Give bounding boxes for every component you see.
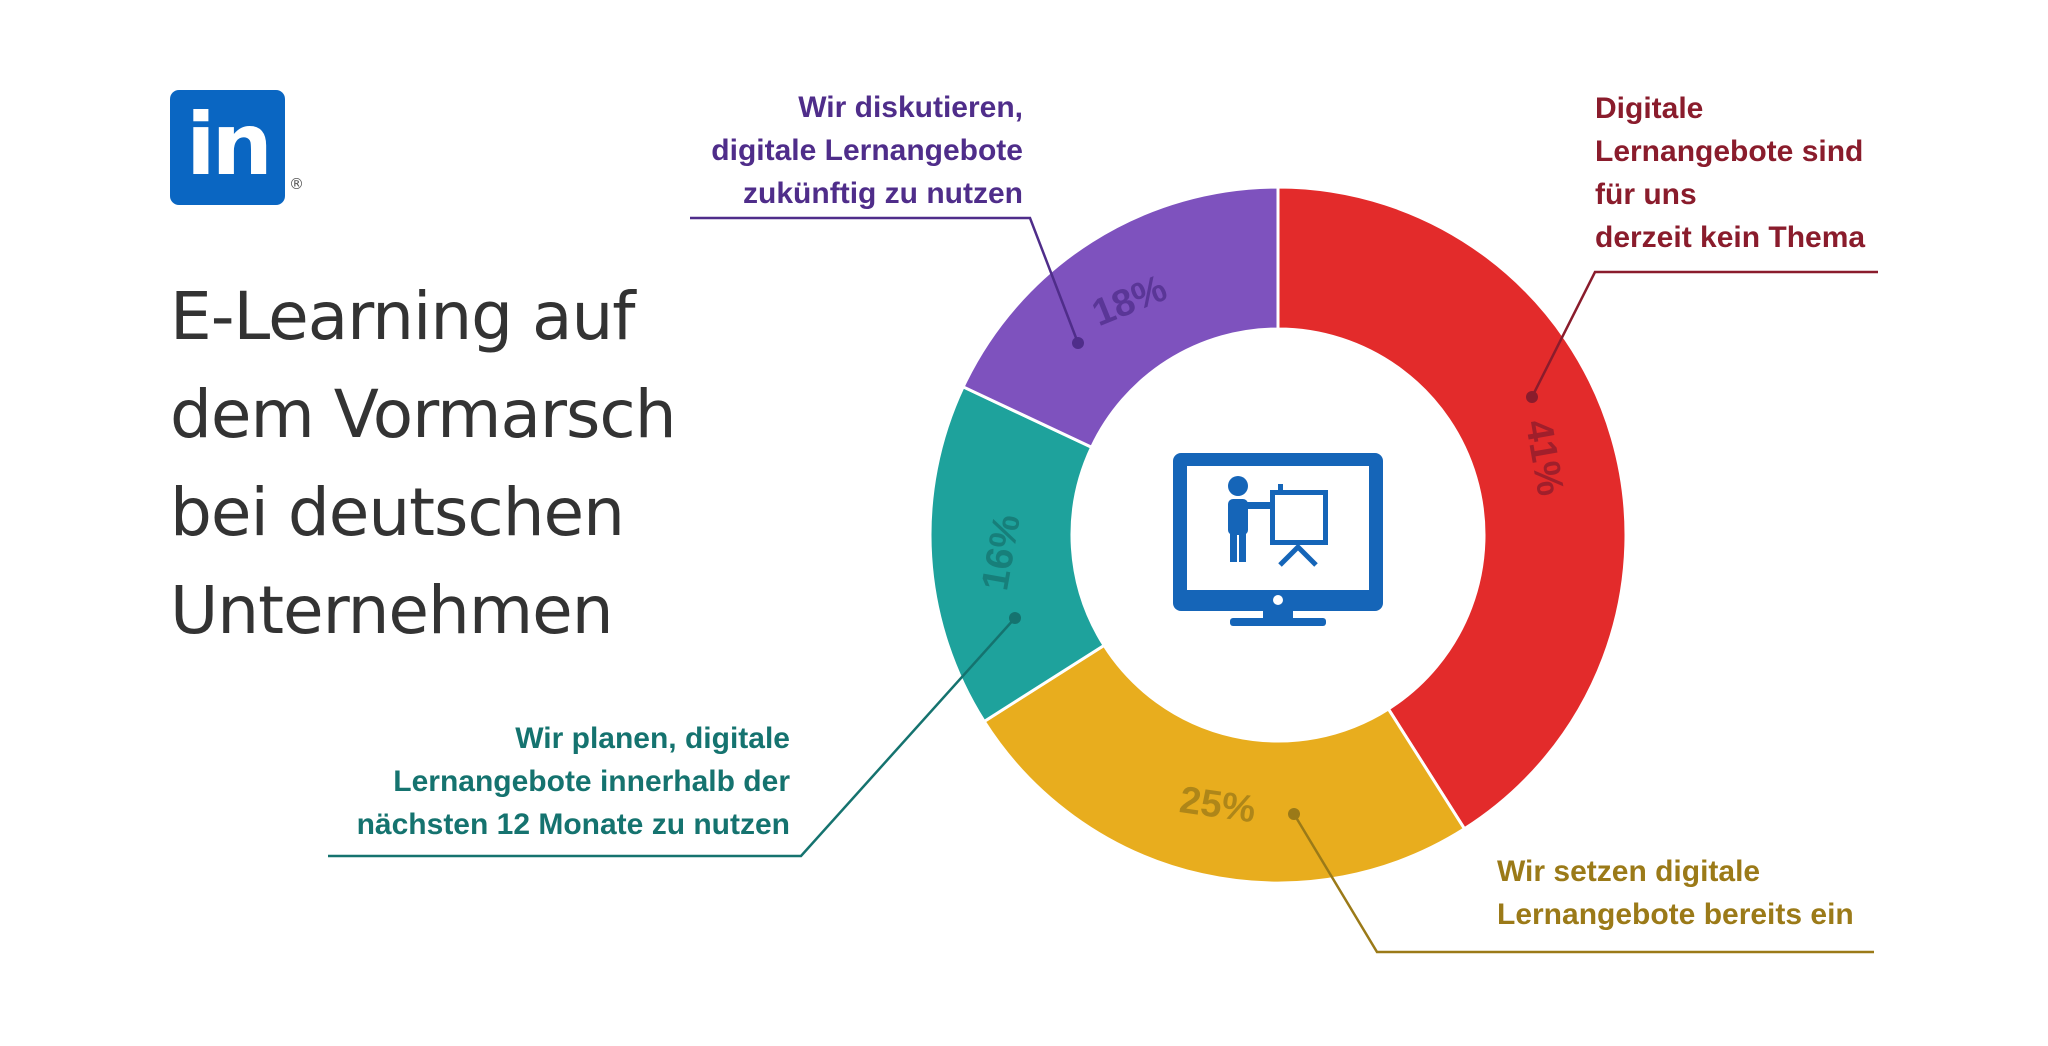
leader-dot-teal (1009, 612, 1021, 624)
label-teal-slice: Wir planen, digitale Lernangebote innerh… (320, 717, 790, 846)
label-line: Digitale (1595, 92, 1704, 125)
leader-line-yellow (1292, 813, 1874, 954)
leader-dot-purple (1072, 337, 1084, 349)
slice-red (1276, 185, 1628, 831)
label-line: Wir setzen digitale (1497, 855, 1761, 888)
slice-teal (928, 384, 1107, 724)
registered-mark: ® (289, 175, 304, 193)
leader-line-purple (690, 216, 1080, 344)
leader-line-red (1530, 270, 1878, 398)
leader-dot-yellow (1288, 808, 1300, 820)
label-line: Wir diskutieren, (798, 91, 1023, 124)
label-line: Lernangebote sind (1595, 135, 1864, 168)
label-line: für uns (1595, 178, 1697, 211)
slice-yellow (982, 643, 1467, 885)
label-line: nächsten 12 Monate zu nutzen (356, 808, 790, 841)
presentation-monitor-icon (1173, 453, 1383, 626)
pct-label-yellow: 25% (1177, 779, 1258, 831)
label-yellow-slice: Wir setzen digitale Lernangebote bereits… (1497, 850, 1854, 936)
leader-dot-red (1526, 391, 1538, 403)
label-red-slice: Digitale Lernangebote sind für uns derze… (1595, 87, 1865, 259)
slice-purple (961, 185, 1280, 450)
linkedin-logo-text: in (186, 95, 273, 195)
label-line: Wir planen, digitale (515, 722, 790, 755)
leader-line-teal (328, 617, 1016, 858)
page-title: E-Learning auf dem Vormarsch bei deutsch… (170, 268, 690, 660)
label-line: zukünftig zu nutzen (743, 177, 1023, 210)
title-line: E-Learning auf (170, 278, 636, 355)
label-line: digitale Lernangebote (711, 134, 1023, 167)
leader-lines (328, 216, 1878, 954)
linkedin-logo: in (170, 90, 285, 205)
label-line: derzeit kein Thema (1595, 221, 1866, 254)
title-line: bei deutschen (170, 474, 625, 551)
title-line: Unternehmen (170, 572, 614, 649)
percentage-labels: 41%25%16%18% (974, 267, 1571, 831)
title-line: dem Vormarsch (170, 376, 677, 453)
donut-slices (928, 185, 1628, 885)
label-line: Lernangebote bereits ein (1497, 898, 1854, 931)
label-purple-slice: Wir diskutieren, digitale Lernangebote z… (620, 86, 1023, 215)
label-line: Lernangebote innerhalb der (393, 765, 790, 798)
